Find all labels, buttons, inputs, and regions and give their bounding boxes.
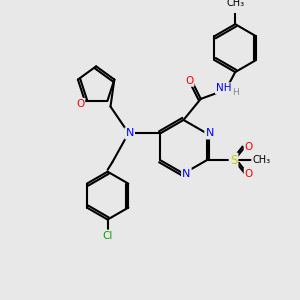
Text: NH: NH bbox=[216, 83, 232, 93]
Text: Cl: Cl bbox=[102, 231, 113, 241]
Text: N: N bbox=[206, 128, 214, 138]
Text: CH₃: CH₃ bbox=[252, 155, 270, 165]
Text: O: O bbox=[76, 99, 84, 109]
Text: O: O bbox=[245, 142, 253, 152]
Text: N: N bbox=[182, 169, 190, 178]
Text: S: S bbox=[230, 154, 237, 167]
Text: O: O bbox=[245, 169, 253, 178]
Text: O: O bbox=[185, 76, 194, 86]
Text: CH₃: CH₃ bbox=[226, 0, 244, 8]
Text: H: H bbox=[232, 88, 238, 97]
Text: N: N bbox=[125, 128, 134, 138]
